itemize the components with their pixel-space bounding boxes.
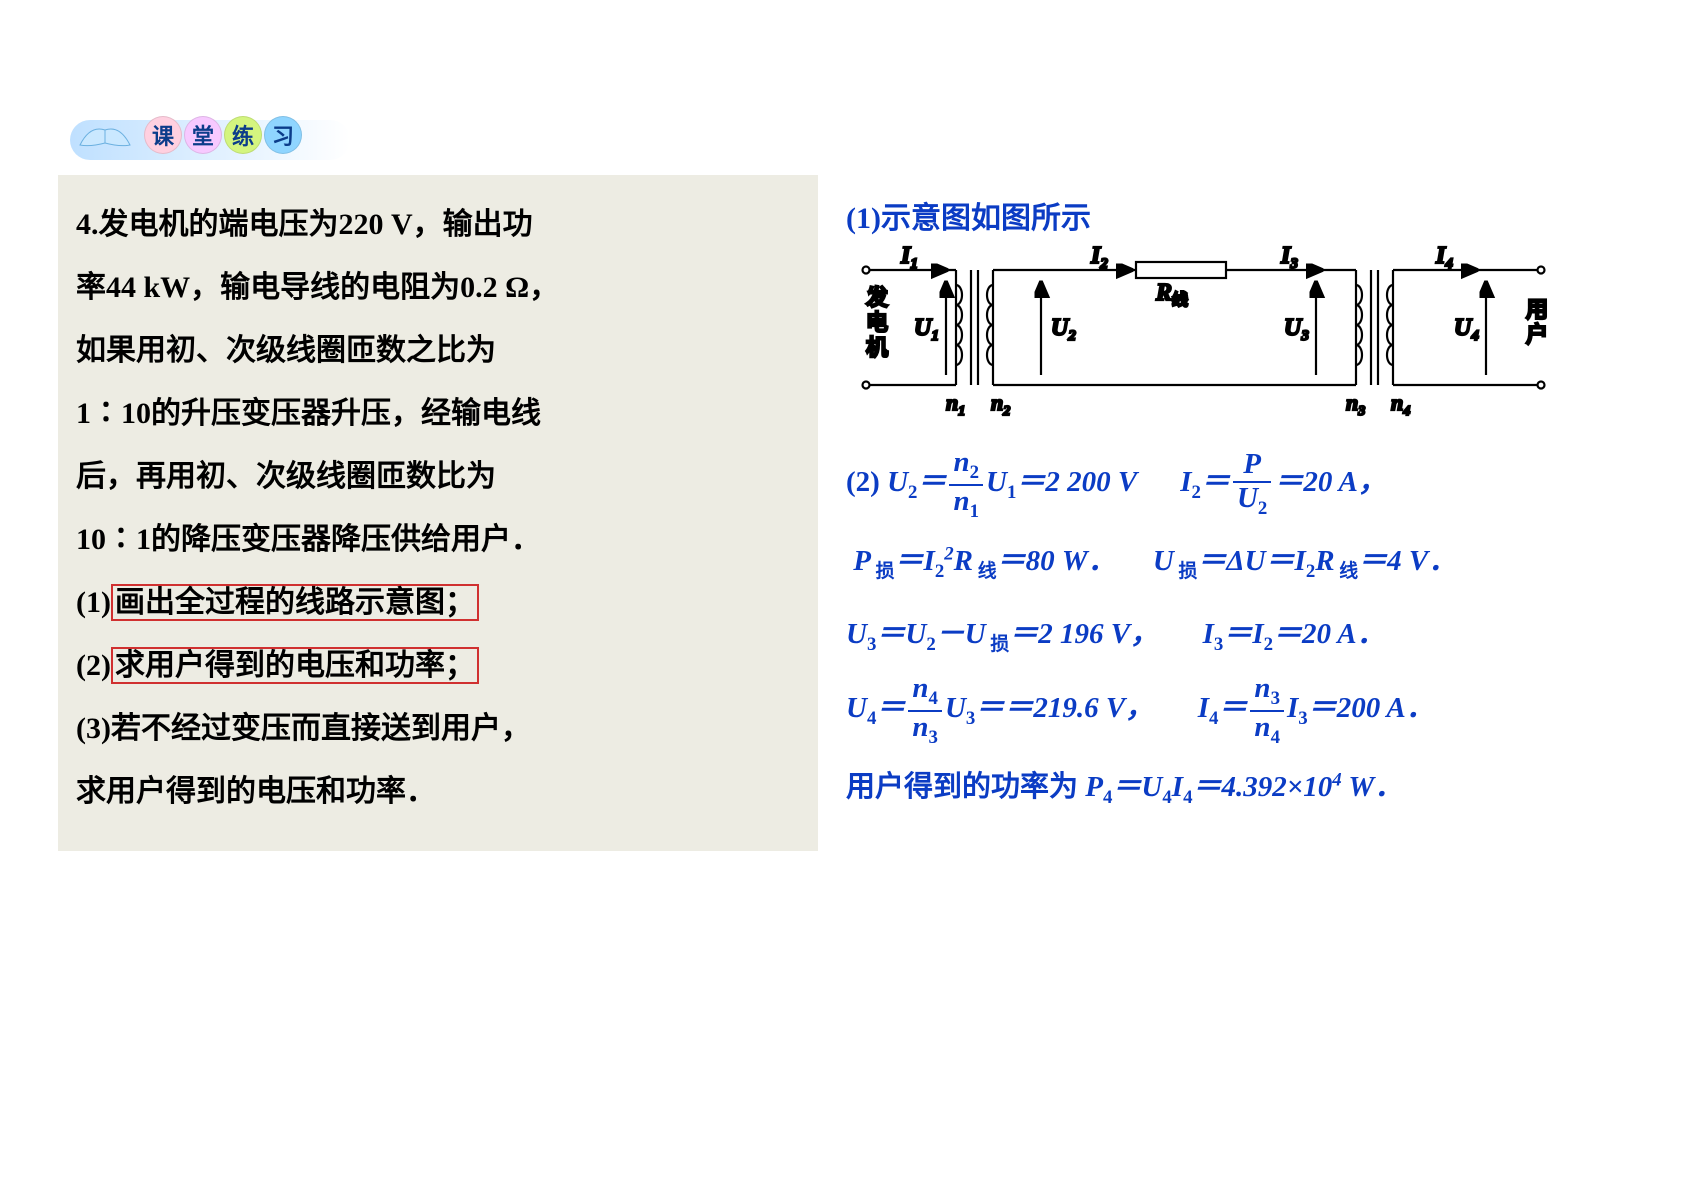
q1-boxed: 画出全过程的线路示意图； — [111, 584, 479, 621]
svg-text:U2: U2 — [1051, 315, 1076, 344]
svg-text:R线: R线 — [1155, 280, 1188, 309]
svg-text:U1: U1 — [914, 315, 939, 344]
answer-title-1: (1)示意图如图所示 — [846, 193, 1626, 237]
svg-text:U3: U3 — [1284, 315, 1309, 344]
calc-row-2: P 损＝I22R 线＝80 W． U 损＝ΔU＝I2R 线＝4 V． — [846, 528, 1626, 595]
q1-prefix: (1) — [76, 586, 111, 619]
header-char-4: 习 — [264, 116, 302, 154]
header-char-2: 堂 — [184, 116, 222, 154]
svg-text:I4: I4 — [1435, 245, 1453, 272]
calculations: (2) U2＝n2n1U1＝2 200 V I2＝PU2＝20 A， P 损＝I… — [846, 447, 1626, 821]
svg-text:n3: n3 — [1346, 390, 1365, 419]
calc-row-3: U3＝U2－U 损＝2 196 V， I3＝I2＝20 A． — [846, 601, 1626, 668]
calc-val: ＝80 W． — [997, 545, 1117, 577]
svg-text:I2: I2 — [1090, 245, 1108, 272]
problem-text: 4.发电机的端电压为220 V，输出功 率44 kW，输电导线的电阻为0.2 Ω… — [76, 193, 800, 823]
calc-val: ＝219.6 V， — [1004, 693, 1154, 725]
problem-line: 1∶10的升压变压器升压，经输电线 — [76, 382, 800, 445]
calc-final-prefix: 用户得到的功率为 — [846, 771, 1085, 803]
header-char-3: 练 — [224, 116, 262, 154]
svg-text:电: 电 — [866, 310, 888, 335]
calc-exp: 4 — [1332, 770, 1341, 791]
svg-text:I1: I1 — [900, 245, 918, 272]
calc-val: ＝2 196 V， — [1009, 618, 1159, 650]
calc-row-1: (2) U2＝n2n1U1＝2 200 V I2＝PU2＝20 A， — [846, 447, 1626, 522]
calc-val: ＝200 A． — [1308, 693, 1435, 725]
problem-line: 率44 kW，输电导线的电阻为0.2 Ω， — [76, 256, 800, 319]
svg-text:U4: U4 — [1454, 315, 1479, 344]
calc-val: ＝20 A， — [1274, 466, 1387, 498]
calc-row-4: U4＝n4n3U3＝＝219.6 V， I4＝n3n4I3＝200 A． — [846, 673, 1626, 748]
problem-q1: (1)画出全过程的线路示意图； — [76, 571, 800, 634]
calc-val: ＝2 200 V — [1016, 466, 1136, 498]
main-content: 4.发电机的端电压为220 V，输出功 率44 kW，输电导线的电阻为0.2 Ω… — [58, 175, 1636, 851]
calc-row-5: 用户得到的功率为 P4＝U4I4＝4.392×104 W． — [846, 754, 1626, 821]
circuit-diagram: 发 电 机 I1 U1 n1 n2 — [846, 245, 1566, 435]
problem-line: 后，再用初、次级线圈匝数比为 — [76, 445, 800, 508]
svg-text:n2: n2 — [991, 390, 1010, 419]
calc-val: ＝4.392×10 — [1193, 771, 1333, 803]
problem-q2: (2)求用户得到的电压和功率； — [76, 634, 800, 697]
q2-prefix: (2) — [76, 649, 111, 682]
book-icon — [75, 115, 135, 155]
svg-text:n1: n1 — [946, 390, 965, 419]
problem-line: 10∶1的降压变压器降压供给用户． — [76, 508, 800, 571]
calc-val: ＝4 V． — [1358, 545, 1457, 577]
svg-text:用: 用 — [1526, 297, 1548, 322]
answer-panel: (1)示意图如图所示 发 电 机 I1 U1 — [818, 175, 1636, 851]
calc-prefix: (2) — [846, 466, 887, 498]
calc-val: ＝20 A． — [1273, 618, 1386, 650]
svg-text:发: 发 — [865, 285, 889, 310]
problem-q3b: 求用户得到的电压和功率． — [76, 760, 800, 823]
problem-line: 如果用初、次级线圈匝数之比为 — [76, 319, 800, 382]
svg-text:I3: I3 — [1280, 245, 1298, 272]
svg-text:户: 户 — [1526, 322, 1548, 347]
svg-text:机: 机 — [866, 335, 888, 360]
svg-text:n4: n4 — [1391, 390, 1410, 419]
problem-q3: (3)若不经过变压而直接送到用户， — [76, 697, 800, 760]
header-char-1: 课 — [144, 116, 182, 154]
header: 课 堂 练 习 — [75, 115, 303, 155]
calc-unit: W． — [1342, 771, 1404, 803]
q2-boxed: 求用户得到的电压和功率； — [111, 647, 479, 684]
problem-line: 4.发电机的端电压为220 V，输出功 — [76, 193, 800, 256]
problem-panel: 4.发电机的端电压为220 V，输出功 率44 kW，输电导线的电阻为0.2 Ω… — [58, 175, 818, 851]
